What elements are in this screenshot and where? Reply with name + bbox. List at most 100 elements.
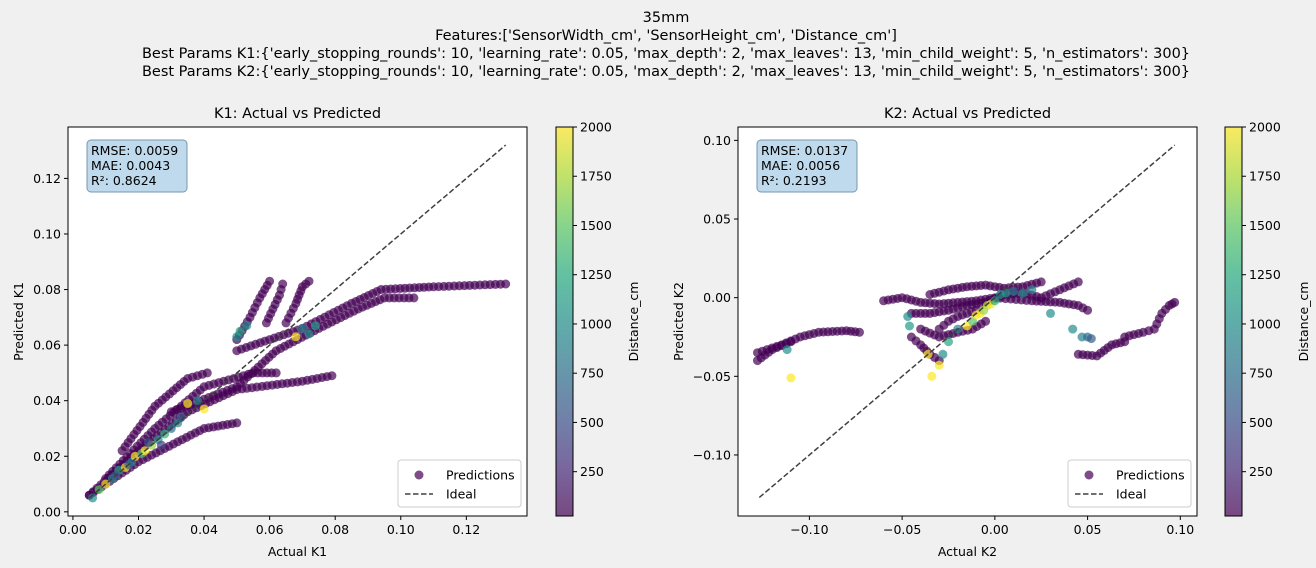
data-point	[1170, 297, 1180, 307]
colorbar-tick-label: 250	[580, 464, 604, 479]
stat-line: R²: 0.8624	[91, 173, 157, 188]
legend: Predictions Ideal	[397, 459, 522, 508]
legend-marker-predictions	[414, 470, 424, 480]
figure-title-line-3: Best Params K1:{'early_stopping_rounds':…	[142, 46, 1190, 62]
data-point	[903, 312, 913, 321]
plot-title: K1: Actual vs Predicted	[214, 106, 381, 122]
stat-line: RMSE: 0.0137	[761, 143, 848, 158]
legend-label-ideal: Ideal	[446, 487, 476, 502]
y-tick-label: 0.10	[33, 226, 61, 241]
data-point	[235, 326, 245, 336]
data-point	[1001, 288, 1011, 298]
legend-label-predictions: Predictions	[1116, 468, 1185, 483]
legend-frame	[1067, 459, 1192, 508]
data-point	[786, 373, 796, 383]
plot-title: K2: Actual vs Predicted	[884, 106, 1051, 122]
x-tick-label: 0.02	[125, 522, 153, 537]
y-tick-label: 0.10	[703, 133, 731, 148]
x-tick-label: 0.00	[981, 522, 1009, 537]
colorbar-tick-label: 750	[580, 366, 604, 381]
data-point	[938, 349, 948, 359]
data-point	[297, 323, 307, 333]
data-point	[232, 418, 242, 428]
x-tick-label: 0.06	[256, 522, 284, 537]
data-point	[855, 327, 864, 337]
data-point	[199, 404, 209, 414]
legend-label-predictions: Predictions	[446, 468, 515, 483]
data-point	[1086, 334, 1096, 344]
data-point	[1068, 324, 1078, 334]
data-point	[265, 276, 275, 286]
stats-box-background	[86, 139, 188, 193]
x-axis-label: Actual K2	[938, 544, 997, 559]
plot-frame	[67, 126, 528, 517]
colorbar-frame	[1224, 126, 1243, 517]
colorbar-label: Distance_cm	[626, 282, 641, 362]
plot-frame	[737, 126, 1198, 517]
figure-title: 35mm Features:['SensorWidth_cm', 'Sensor…	[142, 10, 1190, 80]
ideal-line	[88, 144, 507, 499]
y-axis-label: Predicted K2	[671, 282, 686, 361]
data-point	[1036, 277, 1046, 287]
stat-line: MAE: 0.0056	[761, 158, 840, 173]
data-point	[927, 371, 937, 381]
data-point	[183, 399, 193, 408]
data-point	[202, 368, 212, 378]
colorbar: 250 500 750 1000 1250 1500 1750 2000 Distance_cm	[555, 120, 641, 517]
data-point	[1073, 277, 1083, 287]
data-point	[1018, 288, 1028, 298]
x-tick-label: −0.05	[883, 522, 921, 537]
data-point	[990, 296, 1000, 306]
colorbar-tick-label: 2000	[1249, 120, 1281, 135]
data-point	[501, 279, 511, 289]
y-tick-label: −0.05	[693, 369, 731, 384]
data-point	[934, 360, 944, 370]
figure-title-line-1: 35mm	[643, 10, 690, 26]
data-point	[176, 412, 186, 422]
x-tick-label: 0.12	[452, 522, 480, 537]
scatter-points	[753, 277, 1180, 383]
k1-plot: K1: Actual vs Predicted 0.00 0.02 0.04 0.06 0…	[11, 106, 641, 559]
data-point	[304, 276, 314, 286]
stats-box-background	[756, 139, 858, 193]
colorbar-frame	[555, 126, 574, 517]
data-point	[1083, 305, 1093, 315]
data-point	[304, 329, 314, 339]
data-point	[1027, 285, 1037, 295]
colorbar-tick-label: 2000	[580, 120, 612, 135]
colorbar-gradient	[556, 127, 573, 516]
figure-title-line-4: Best Params K2:{'early_stopping_rounds':…	[142, 64, 1190, 80]
data-point	[143, 437, 153, 447]
colorbar-tick-label: 1500	[1249, 218, 1281, 233]
data-point	[981, 316, 991, 326]
y-tick-label: −0.10	[693, 447, 731, 462]
data-point	[409, 293, 419, 303]
data-point	[193, 396, 202, 406]
data-point	[242, 321, 252, 331]
legend: Predictions Ideal	[1067, 459, 1192, 508]
y-tick-label: 0.08	[33, 282, 61, 297]
x-axis-label: Actual K1	[268, 544, 327, 559]
k2-plot: K2: Actual vs Predicted −0.10 −0.05 0.00 0.0…	[671, 106, 1311, 559]
x-tick-label: 0.08	[321, 522, 349, 537]
data-point	[782, 345, 792, 355]
colorbar-tick-label: 1750	[580, 169, 612, 184]
x-tick-label: 0.05	[1074, 522, 1102, 537]
legend-frame	[397, 459, 522, 508]
y-tick-label: 0.00	[703, 290, 731, 305]
colorbar-tick-label: 1500	[580, 218, 612, 233]
y-tick-label: 0.04	[33, 393, 61, 408]
x-tick-label: 0.00	[59, 522, 87, 537]
legend-marker-predictions	[1084, 470, 1094, 480]
colorbar-tick-label: 1250	[1249, 267, 1281, 282]
data-point	[786, 337, 796, 347]
y-axis-label: Predicted K1	[11, 282, 26, 361]
scatter-points	[84, 276, 511, 503]
y-tick-label: 0.06	[33, 338, 61, 353]
stat-line: MAE: 0.0043	[91, 158, 170, 173]
x-tick-label: −0.10	[790, 522, 828, 537]
data-point	[88, 493, 98, 503]
colorbar-gradient	[1225, 127, 1242, 516]
